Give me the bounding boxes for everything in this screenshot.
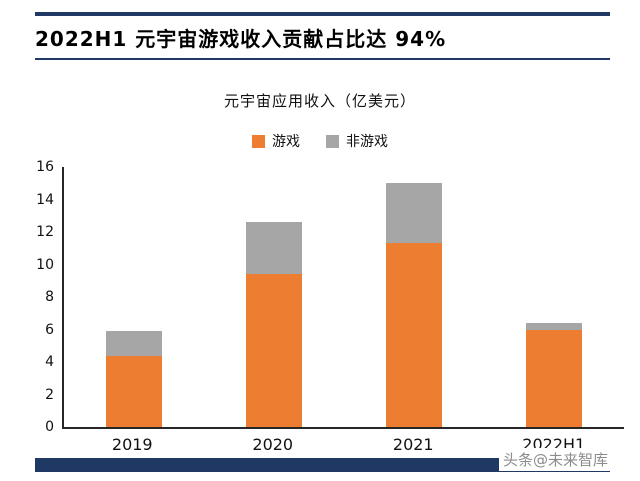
y-tick-label: 4: [45, 354, 54, 370]
legend-item-0: 游戏: [252, 131, 300, 151]
y-tick-label: 0: [45, 419, 54, 435]
legend-swatch-0: [252, 134, 265, 148]
y-tick-label: 6: [45, 321, 54, 338]
bar-segment-2021-非游戏: [386, 183, 442, 244]
watermark: 头条@未来智库: [498, 448, 612, 471]
bottom-bar: [35, 458, 610, 472]
page-title: 2022H1 元宇宙游戏收入贡献占比达 94%: [35, 27, 447, 51]
bar-segment-2022H1-非游戏: [526, 323, 582, 330]
y-tick-label: 10: [36, 256, 54, 273]
plot-wrap: 0 2 4 6 8 10 12 14 16: [36, 160, 624, 434]
x-tick-label: 2020: [252, 435, 294, 454]
bar-segment-2020-游戏: [246, 274, 302, 427]
plot-area: 0 2 4 6 8 10 12 14 16: [36, 160, 624, 434]
bar-segment-2019-游戏: [106, 355, 162, 427]
y-tick-label: 14: [36, 191, 54, 208]
chart-title: 元宇宙应用收入（亿美元）: [223, 92, 416, 110]
header-divider: [35, 58, 610, 60]
y-tick-label: 2: [45, 386, 54, 403]
legend-label-0: 游戏: [272, 134, 300, 150]
bar-segment-2019-非游戏: [106, 331, 162, 356]
legend-item-1: 非游戏: [326, 131, 388, 151]
legend-swatch-1: [326, 134, 339, 148]
y-tick-label: 8: [45, 289, 54, 305]
bar-segment-2022H1-游戏: [526, 329, 582, 427]
x-tick-label: 2019: [111, 435, 153, 454]
y-tick-label: 16: [36, 159, 54, 175]
legend-label-1: 非游戏: [346, 134, 388, 150]
chart-legend: 游戏 非游戏: [0, 131, 640, 151]
bar-segment-2020-非游戏: [246, 222, 302, 275]
stacked-bar-chart: 元宇宙应用收入（亿美元） 游戏 非游戏 0 2 4 6 8 10 12 14 16 2019 202…: [0, 90, 640, 459]
bar-segment-2021-游戏: [386, 243, 442, 427]
top-rule: [35, 12, 610, 16]
y-tick-label: 12: [36, 224, 54, 240]
x-tick-label: 2021: [392, 435, 434, 454]
